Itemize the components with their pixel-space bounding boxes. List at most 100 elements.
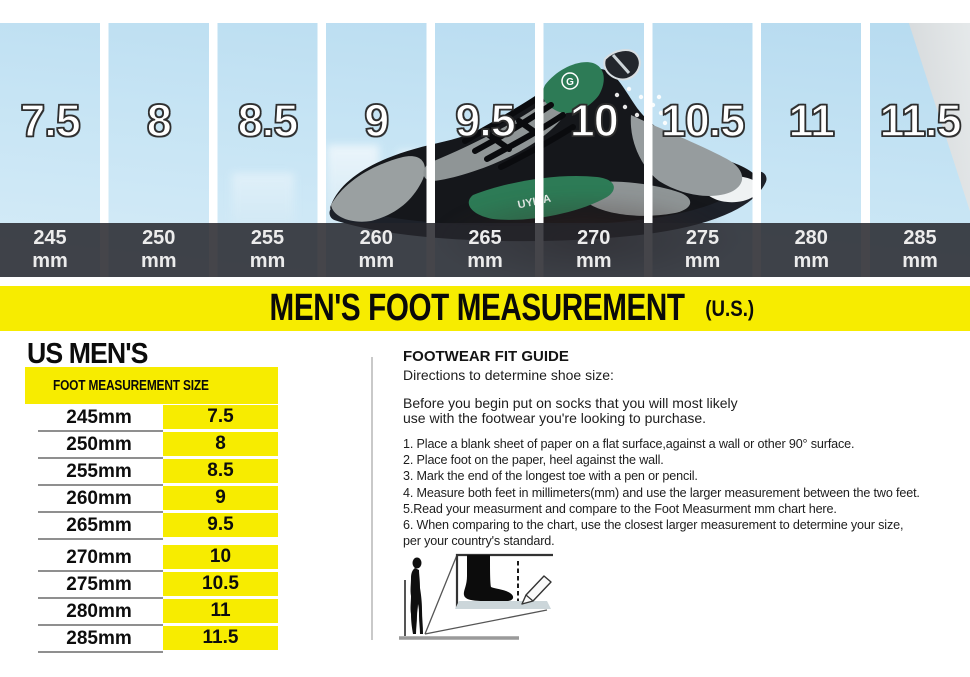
mm-cell: 260mm: [66, 488, 132, 509]
mm-label: 275 mm: [653, 227, 753, 273]
mm-cell: 250mm: [66, 434, 132, 455]
table-header: FOOT MEASUREMENT SIZE: [25, 367, 278, 404]
size-cell: 10.5: [163, 572, 278, 596]
mm-value: 270: [577, 227, 611, 249]
us-size-label: 11: [788, 94, 836, 147]
zoom-line-upper: [424, 554, 458, 635]
fit-guide-step: 5.Read your measurment and compare to th…: [403, 501, 837, 516]
zoom-line-lower: [424, 609, 548, 635]
table-row: 260mm 9: [25, 486, 278, 513]
fit-guide-subtitle: Directions to determine shoe size:: [403, 367, 614, 383]
mm-value: 250: [142, 227, 176, 249]
mm-unit: mm: [32, 250, 68, 272]
size-cell: 11: [163, 599, 278, 623]
mm-unit: mm: [575, 250, 612, 272]
row-divider: [38, 624, 163, 626]
us-size-label: 7.5: [19, 94, 81, 147]
us-size-label: 10.5: [660, 94, 746, 147]
mm-value: 260: [359, 227, 393, 249]
mm-cell: 245mm: [66, 407, 132, 428]
mm-label: 260 mm: [326, 227, 426, 273]
mm-cell: 285mm: [66, 628, 132, 649]
mm-unit: mm: [140, 250, 177, 272]
mm-value: 275: [685, 227, 720, 249]
mm-unit: mm: [902, 250, 938, 272]
row-divider: [38, 597, 163, 599]
us-size-label: 9: [363, 94, 390, 147]
mm-cell: 270mm: [66, 547, 132, 568]
row-divider: [38, 511, 163, 513]
row-divider: [38, 430, 163, 432]
mm-unit: mm: [358, 250, 395, 272]
size-cell: 9.5: [163, 513, 278, 537]
mm-cell: 255mm: [66, 461, 132, 482]
mm-label: 245 mm: [0, 227, 100, 273]
row-divider: [38, 651, 163, 653]
size-cell: 11.5: [163, 626, 278, 650]
mm-value: 245: [33, 227, 67, 249]
fit-guide-step: 2. Place foot on the paper, heel against…: [403, 453, 664, 468]
fit-guide-intro-line: Before you begin put on socks that you w…: [403, 395, 738, 411]
size-cell: 9: [163, 486, 278, 510]
fit-guide-step: 4. Measure both feet in millimeters(mm) …: [403, 485, 920, 500]
fit-guide-title: FOOTWEAR FIT GUIDE: [403, 348, 569, 365]
mm-label: 280 mm: [761, 227, 861, 273]
mm-value: 280: [794, 227, 828, 249]
fit-guide-step: per your country's standard.: [403, 534, 555, 549]
table-row: 270mm 10: [25, 545, 278, 572]
fit-guide-steps: 1. Place a blank sheet of paper on a fla…: [403, 436, 963, 549]
mm-unit: mm: [684, 250, 721, 272]
mm-label: 285 mm: [870, 227, 970, 273]
banner-region: (U.S.): [705, 295, 755, 321]
row-divider: [38, 484, 163, 486]
mm-label: 255 mm: [218, 227, 318, 273]
table-row: 265mm 9.5: [25, 513, 278, 540]
mm-label: 270 mm: [544, 227, 644, 273]
foot-measure-icon: [463, 555, 514, 601]
mm-cell: 280mm: [66, 601, 132, 622]
person-silhouette-icon: [410, 557, 423, 634]
zoom-box-frame: [455, 553, 553, 608]
mm-value: 255: [250, 227, 285, 249]
us-size-label: 9.5: [454, 94, 516, 147]
us-size-row: 7.5 8 8.5 9 9.5 10 10.5 11 11.5: [0, 94, 970, 147]
banner-title: MEN'S FOOT MEASUREMENT: [269, 287, 685, 329]
size-cell: 8: [163, 432, 278, 456]
fit-guide: FOOTWEAR FIT GUIDE Directions to determi…: [403, 345, 963, 549]
table-row: 245mm 7.5: [25, 405, 278, 432]
mm-value: 265: [468, 227, 502, 249]
mm-value: 285: [903, 227, 937, 249]
table-header-label: FOOT MEASUREMENT SIZE: [53, 378, 209, 394]
shoe-photo-strip: G UYISA: [0, 23, 970, 277]
fit-guide-step: 6. When comparing to the chart, use the …: [403, 518, 904, 533]
title-banner: MEN'S FOOT MEASUREMENT (U.S.): [0, 286, 970, 331]
us-size-label: 11.5: [879, 94, 963, 147]
mm-unit: mm: [793, 250, 830, 272]
mm-label-row: 245 mm 250 mm 255 mm 260 mm: [0, 227, 970, 273]
table-title: US MEN'S: [27, 338, 148, 370]
table-row: 255mm 8.5: [25, 459, 278, 486]
us-size-label: 8.5: [237, 94, 299, 147]
row-divider: [38, 538, 163, 540]
mm-label: 250 mm: [109, 227, 209, 273]
size-cell: 7.5: [163, 405, 278, 429]
row-divider: [38, 570, 163, 572]
size-table: 245mm 7.5 250mm 8 255mm 8.5 260mm 9: [25, 405, 278, 653]
fit-guide-step: 1. Place a blank sheet of paper on a fla…: [403, 437, 855, 451]
table-row: 285mm 11.5: [25, 626, 278, 653]
fit-guide-step: 3. Mark the end of the longest toe with …: [403, 469, 698, 484]
pencil-icon: [521, 575, 552, 605]
fit-guide-intro-line: use with the footwear you're looking to …: [403, 410, 707, 426]
table-row: 280mm 11: [25, 599, 278, 626]
mm-unit: mm: [249, 250, 286, 272]
table-row: 275mm 10.5: [25, 572, 278, 599]
paper-sheet: [455, 601, 551, 609]
fit-guide-intro: Before you begin put on socks that you w…: [403, 396, 963, 426]
us-size-label: 8: [146, 94, 173, 147]
table-row: 250mm 8: [25, 432, 278, 459]
size-cell: 10: [163, 545, 278, 569]
mm-unit: mm: [467, 250, 503, 272]
foot-measuring-illustration: [399, 553, 553, 640]
size-cell: 8.5: [163, 459, 278, 483]
